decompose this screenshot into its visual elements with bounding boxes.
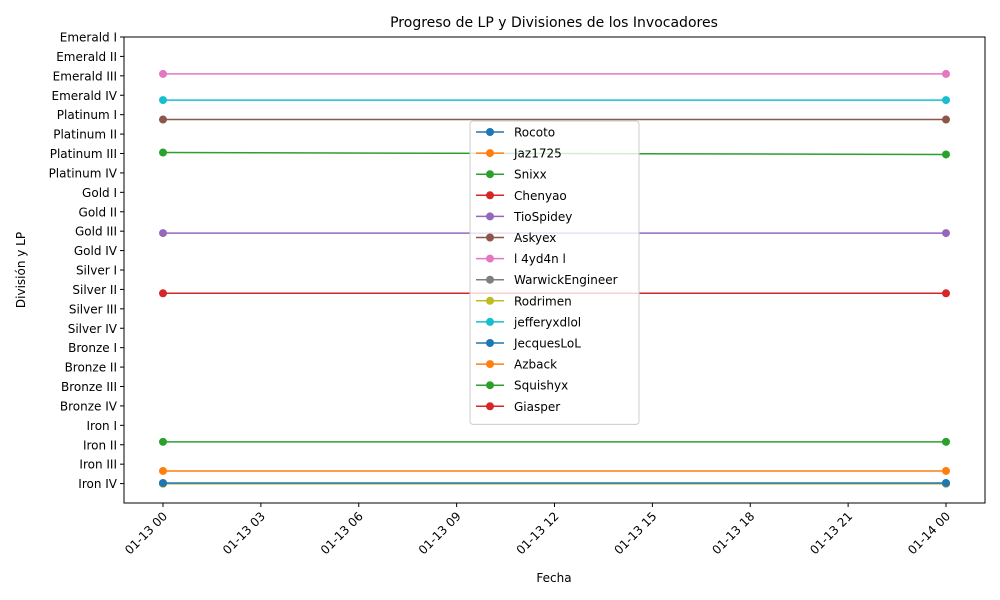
- y-tick-label: Emerald IV: [52, 89, 118, 103]
- data-point: [159, 148, 167, 157]
- x-tick-label: 01-13 12: [514, 509, 562, 557]
- x-tick-label: 01-13 06: [318, 509, 366, 557]
- y-tick-label: Silver I: [76, 264, 117, 278]
- y-tick-label: Gold III: [75, 225, 117, 239]
- legend-entry: jefferyxdlol: [513, 315, 581, 329]
- data-point: [159, 96, 167, 105]
- y-tick-label: Emerald II: [56, 50, 117, 64]
- legend-marker: [486, 254, 494, 263]
- legend-entry: Jaz1725: [513, 147, 562, 161]
- x-tick-label: 01-13 09: [416, 509, 464, 557]
- data-point: [159, 289, 167, 298]
- y-tick-label: Silver II: [72, 283, 117, 297]
- legend-marker: [486, 360, 494, 369]
- y-tick-label: Silver IV: [68, 322, 118, 336]
- x-tick-label: 01-13 00: [122, 509, 170, 557]
- data-point: [159, 479, 167, 488]
- y-tick-label: Emerald I: [60, 31, 117, 45]
- y-tick-label: Platinum IV: [49, 166, 118, 180]
- y-tick-label: Bronze III: [61, 380, 117, 394]
- data-point: [942, 229, 950, 238]
- legend-marker: [486, 381, 494, 390]
- y-tick-label: Emerald III: [53, 69, 117, 83]
- data-point: [942, 150, 950, 159]
- legend-marker: [486, 339, 494, 347]
- y-tick-label: Gold II: [79, 205, 117, 219]
- data-point: [942, 115, 950, 124]
- legend-entry: Askyex: [514, 231, 556, 245]
- x-tick-label: 01-13 21: [807, 509, 855, 557]
- y-tick-label: Iron II: [83, 438, 117, 452]
- legend-entry: JecquesLoL: [513, 337, 581, 351]
- data-point: [942, 466, 950, 475]
- data-point: [159, 115, 167, 124]
- y-tick-label: Platinum I: [57, 108, 117, 122]
- legend-marker: [486, 275, 494, 284]
- data-point: [942, 479, 950, 488]
- legend-entry: Giasper: [514, 400, 560, 414]
- y-axis-label: División y LP: [14, 232, 28, 308]
- legend-entry: WarwickEngineer: [514, 273, 618, 287]
- plot-area: [159, 69, 950, 488]
- data-point: [159, 466, 167, 475]
- legend-marker: [486, 191, 494, 200]
- y-tick-label: Gold IV: [74, 244, 118, 258]
- y-tick-label: Bronze IV: [60, 399, 118, 413]
- chart-title: Progreso de LP y Divisiones de los Invoc…: [390, 15, 718, 31]
- x-axis-label: Fecha: [536, 571, 571, 585]
- legend-marker: [486, 149, 494, 158]
- y-tick-label: Bronze I: [68, 341, 117, 355]
- x-axis: 01-13 00 01-13 03 01-13 06 01-13 09 01-13 12…: [122, 503, 953, 557]
- legend-marker: [486, 128, 494, 136]
- legend-entry: Squishyx: [514, 379, 568, 393]
- legend-marker: [486, 170, 494, 179]
- x-tick-label: 01-13 03: [220, 509, 268, 557]
- y-tick-label: Iron III: [79, 458, 117, 472]
- x-tick-label: 01-14 00: [905, 509, 953, 557]
- data-point: [159, 69, 167, 78]
- legend-entry: Rocoto: [514, 126, 555, 140]
- data-point: [159, 437, 167, 446]
- legend-entry: Rodrimen: [514, 294, 572, 308]
- legend-entry: Snixx: [514, 168, 547, 182]
- legend-marker: [486, 296, 494, 305]
- legend-entry: TioSpidey: [513, 210, 572, 224]
- data-point: [942, 289, 950, 298]
- legend-entry: Chenyao: [514, 189, 567, 203]
- y-tick-label: Platinum II: [53, 128, 117, 142]
- legend-entry: l 4yd4n l: [514, 252, 566, 266]
- x-tick-label: 01-13 18: [709, 509, 757, 557]
- data-point: [942, 69, 950, 78]
- y-tick-label: Iron IV: [78, 477, 118, 491]
- y-tick-label: Iron I: [86, 419, 117, 433]
- legend-marker: [486, 317, 494, 326]
- legend-marker: [486, 212, 494, 221]
- legend-marker: [486, 402, 494, 411]
- y-axis: Iron IV Iron III Iron II Iron I Bronze IV Bro…: [49, 31, 124, 491]
- data-point: [942, 96, 950, 105]
- x-tick-label: 01-13 15: [611, 509, 659, 557]
- legend-box: [469, 120, 640, 425]
- y-tick-label: Platinum III: [50, 147, 117, 161]
- data-point: [942, 437, 950, 446]
- legend-entry: Azback: [514, 358, 557, 372]
- y-tick-label: Bronze II: [65, 361, 117, 375]
- y-tick-label: Gold I: [82, 186, 117, 200]
- legend: Rocoto Jaz1725 Snixx Chenyao TioSpidey Askyex…: [469, 120, 640, 425]
- data-point: [159, 229, 167, 238]
- y-tick-label: Silver III: [69, 302, 117, 316]
- legend-marker: [486, 233, 494, 242]
